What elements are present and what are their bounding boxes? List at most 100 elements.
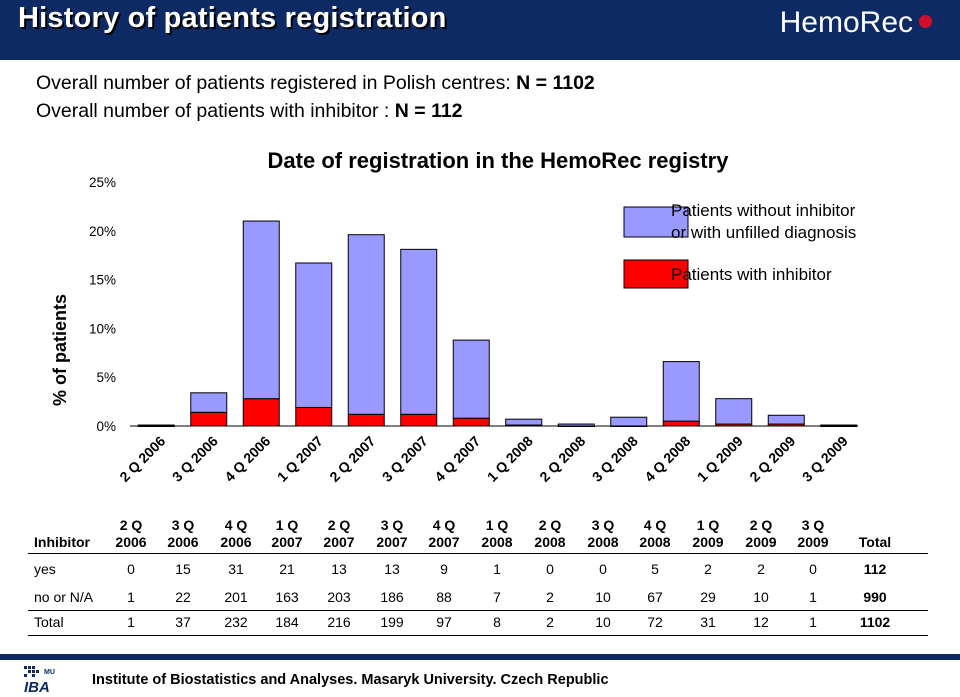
column-year: 2007 [376, 534, 408, 550]
column-year: 2009 [745, 534, 777, 550]
table-column-header: 4 Q 2008 [632, 517, 678, 551]
bar-segment-inhibitor [400, 413, 438, 427]
bar-segment-inhibitor [662, 420, 700, 427]
legend-label-inhibitor: Patients with inhibitor [671, 265, 832, 284]
table-column-header: 3 Q 2007 [369, 517, 415, 551]
table-cell: 163 [275, 589, 299, 605]
table-cell: 37 [175, 614, 191, 630]
column-year: 2008 [481, 534, 513, 550]
table-column-header: 4 Q 2006 [213, 517, 259, 551]
summary-line2-value: N = 112 [394, 100, 463, 122]
bar-segment-no-inhibitor [242, 220, 280, 400]
table-cell: 1 [809, 614, 817, 630]
table-cell: 2 [757, 561, 765, 577]
bar-segment-no-inhibitor [662, 361, 700, 422]
x-tick-label: 4 Q 2007 [431, 433, 483, 485]
table-cell: 2 [704, 561, 712, 577]
table-cell: 10 [595, 589, 611, 605]
column-quarter: 2 Q [327, 517, 351, 533]
column-year: 2008 [534, 534, 566, 550]
y-tick-label: 15% [89, 273, 116, 288]
bar-segment-inhibitor [347, 413, 385, 427]
table-cell: 201 [224, 589, 248, 605]
table-column-header: 1 Q 2007 [264, 517, 310, 551]
table-column-header: 3 Q 2008 [580, 517, 626, 551]
table-cell: 97 [436, 614, 452, 630]
column-year: 2006 [167, 534, 199, 550]
bar-segment-no-inhibitor [452, 339, 490, 419]
table-row-total: 1102 [859, 614, 891, 630]
x-tick-label: 3 Q 2008 [589, 433, 641, 485]
page-title: History of patients registration [18, 2, 447, 34]
table-total-header: Total [858, 534, 892, 550]
table-cell: 13 [331, 561, 347, 577]
bar-segment-no-inhibitor [610, 416, 648, 427]
table-cell: 21 [279, 561, 295, 577]
column-quarter: 4 Q [432, 517, 456, 533]
table-cell: 31 [700, 614, 716, 630]
bar-segment-no-inhibitor [505, 418, 543, 426]
y-tick-label: 5% [96, 370, 116, 385]
table-cell: 22 [175, 589, 191, 605]
summary-line2-text: Overall number of patients with inhibito… [36, 100, 395, 122]
legend-label-line: or with unfilled diagnosis [671, 223, 856, 242]
table-cell: 0 [599, 561, 607, 577]
table-separator [28, 553, 928, 554]
table-cell: 184 [275, 614, 299, 630]
bar-segment-no-inhibitor [400, 248, 438, 415]
x-axis-ticks: 2 Q 2006 3 Q 2006 4 Q 2006 1 Q 2007 2 Q 2007… [116, 433, 851, 485]
y-tick-label: 20% [89, 224, 116, 239]
table-cell: 1 [127, 589, 135, 605]
bar-segment-no-inhibitor [715, 398, 753, 425]
column-year: 2008 [587, 534, 619, 550]
iba-logo-icon: MU IBA [24, 666, 55, 694]
bar-segment-inhibitor [452, 417, 490, 427]
table-cell: 186 [380, 589, 404, 605]
bar-segment-inhibitor [190, 411, 228, 427]
chart-title: Date of registration in the HemoRec regi… [268, 148, 730, 173]
chart-bars [137, 220, 858, 427]
table-cell: 1 [493, 561, 501, 577]
column-year: 2006 [115, 534, 147, 550]
chart-legend: Patients without inhibitor or with unfill… [623, 201, 856, 289]
table-cell: 1 [127, 614, 135, 630]
column-year: 2008 [639, 534, 671, 550]
x-tick-label: 3 Q 2007 [379, 433, 431, 485]
table-separator [28, 635, 928, 636]
table-cell: 9 [440, 561, 448, 577]
table-cell: 232 [224, 614, 248, 630]
table-cell: 0 [546, 561, 554, 577]
bar-segment-inhibitor [295, 406, 333, 427]
bar-segment-no-inhibitor [347, 234, 385, 415]
summary-line1-text: Overall number of patients registered in… [36, 72, 517, 94]
column-quarter: 1 Q [485, 517, 509, 533]
table-cell: 88 [436, 589, 452, 605]
table-cell: 72 [647, 614, 663, 630]
table-cell: 0 [127, 561, 135, 577]
x-tick-label: 4 Q 2008 [641, 433, 693, 485]
table-cell: 5 [651, 561, 659, 577]
legend-label-line: Patients without inhibitor [671, 201, 856, 220]
x-tick-label: 2 Q 2006 [116, 433, 168, 485]
y-tick-label: 25% [89, 175, 116, 190]
y-tick-label: 10% [89, 321, 116, 336]
x-tick-label: 1 Q 2009 [694, 433, 746, 485]
table-corner-label: Inhibitor [34, 534, 90, 550]
table-row-label: no or N/A [34, 589, 94, 605]
x-tick-label: 1 Q 2007 [274, 433, 326, 485]
table-cell: 199 [380, 614, 404, 630]
summary-line-inhibitor: Overall number of patients with inhibito… [36, 100, 463, 123]
table-row-label: yes [34, 561, 56, 577]
x-tick-label: 2 Q 2008 [536, 433, 588, 485]
table-column-header: 2 Q 2006 [108, 517, 154, 551]
table-cell: 15 [175, 561, 191, 577]
x-tick-label: 3 Q 2006 [169, 433, 221, 485]
column-quarter: 2 Q [749, 517, 773, 533]
table-column-header: 2 Q 2009 [738, 517, 784, 551]
table-column-header: 2 Q 2007 [316, 517, 362, 551]
table-cell: 13 [384, 561, 400, 577]
footer-bar [0, 654, 960, 660]
column-quarter: 3 Q [591, 517, 615, 533]
table-cell: 216 [327, 614, 351, 630]
table-cell: 2 [546, 614, 554, 630]
